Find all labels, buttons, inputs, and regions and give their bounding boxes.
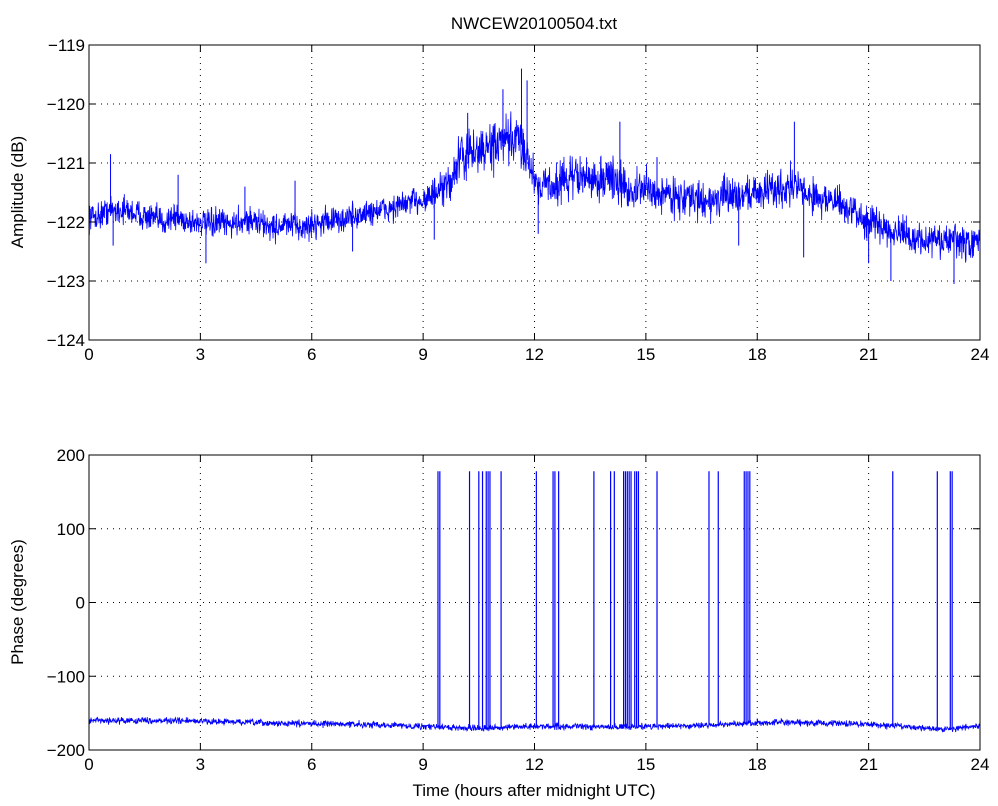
phase-plot: 0 3 6 9 12 15 18 21 24 −200 −100 0 100 200 Phase (deg… [8, 446, 989, 800]
phase-plot-area [89, 455, 980, 750]
phase-x-tick-label: 24 [971, 755, 990, 774]
phase-x-tick-label: 18 [748, 755, 767, 774]
amplitude-y-tick-label: −120 [47, 95, 85, 114]
amplitude-x-tick-label: 24 [971, 345, 990, 364]
amplitude-x-tick-label: 18 [748, 345, 767, 364]
amplitude-y-tick-label: −123 [47, 272, 85, 291]
amplitude-series [88, 68, 981, 284]
amplitude-x-tick-label: 3 [196, 345, 205, 364]
amplitude-x-tick-label: 6 [307, 345, 316, 364]
phase-y-tick-label: 0 [76, 594, 85, 613]
amplitude-x-tick-label: 21 [859, 345, 878, 364]
amplitude-x-tick-label: 9 [418, 345, 427, 364]
phase-x-tick-label: 21 [859, 755, 878, 774]
phase-line [88, 716, 981, 733]
phase-y-tick-label: 200 [57, 446, 85, 465]
amplitude-y-axis-label: Amplitude (dB) [8, 136, 27, 248]
amplitude-ticks: 0 3 6 9 12 15 18 21 24 −124 −123 −122 −121 −120 −119 [47, 36, 990, 364]
phase-x-tick-label: 15 [636, 755, 655, 774]
x-axis-label: Time (hours after midnight UTC) [412, 781, 655, 800]
phase-ticks: 0 3 6 9 12 15 18 21 24 −200 −100 0 100 200 [47, 446, 990, 774]
amplitude-line [88, 111, 981, 263]
amplitude-y-tick-label: −122 [47, 213, 85, 232]
phase-y-tick-label: −200 [47, 741, 85, 760]
amplitude-y-tick-label: −121 [47, 154, 85, 173]
amplitude-x-tick-label: 0 [84, 345, 93, 364]
chart-title: NWCEW20100504.txt [451, 14, 618, 33]
phase-y-axis-label: Phase (degrees) [8, 539, 27, 665]
phase-x-tick-label: 6 [307, 755, 316, 774]
amplitude-y-tick-label: −124 [47, 331, 85, 350]
phase-y-tick-label: −100 [47, 667, 85, 686]
phase-y-tick-label: 100 [57, 520, 85, 539]
phase-x-tick-label: 12 [525, 755, 544, 774]
phase-x-tick-label: 9 [418, 755, 427, 774]
phase-x-tick-label: 0 [84, 755, 93, 774]
phase-series [88, 471, 981, 733]
amplitude-plot: 0 3 6 9 12 15 18 21 24 −124 −123 −122 −121 −120 −119 A… [8, 36, 989, 364]
phase-x-tick-label: 3 [196, 755, 205, 774]
amplitude-y-tick-label: −119 [48, 36, 85, 55]
amplitude-x-tick-label: 15 [636, 345, 655, 364]
amplitude-x-tick-label: 12 [525, 345, 544, 364]
